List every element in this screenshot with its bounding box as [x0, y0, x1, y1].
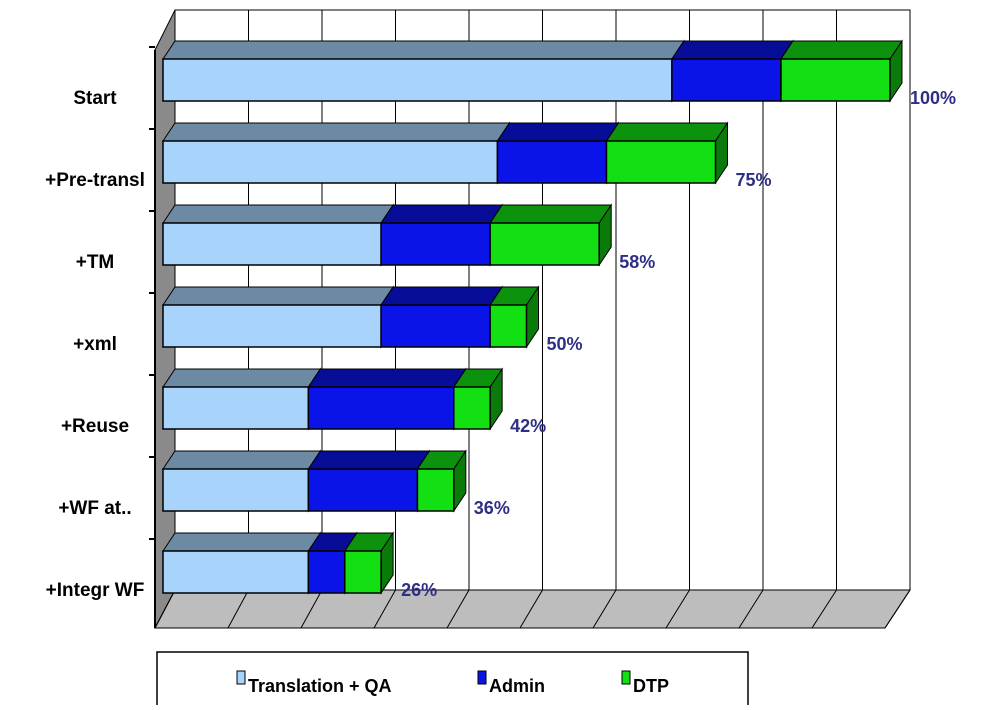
floor-line — [373, 589, 396, 629]
bar-front — [162, 222, 382, 266]
bar-top — [496, 122, 620, 142]
bar-front — [307, 550, 346, 594]
bar-segment — [380, 285, 504, 349]
bar-top — [162, 122, 511, 142]
bar-front — [162, 550, 310, 594]
bar-top — [162, 450, 322, 470]
bar-segment — [380, 203, 504, 267]
total-label: 58% — [619, 252, 655, 272]
bar-segment — [162, 285, 395, 349]
bar-front — [380, 222, 491, 266]
floor-line — [884, 589, 911, 629]
bar-segment — [162, 531, 322, 595]
floor-line — [446, 589, 470, 629]
bar-top — [489, 204, 613, 224]
bar-front — [489, 304, 528, 348]
bar-top — [307, 368, 467, 388]
bar-segment — [307, 449, 431, 513]
floor-line — [592, 589, 617, 629]
bar-segment — [452, 367, 504, 431]
bar-front — [162, 58, 673, 102]
bar-front — [162, 468, 310, 512]
total-label: 100% — [910, 88, 956, 108]
bar-top — [380, 286, 504, 306]
category-label: +TM — [76, 252, 115, 273]
bar-segment — [162, 121, 511, 185]
bar-segment — [780, 39, 903, 103]
legend-label: Translation + QA — [248, 676, 392, 696]
floor-line — [154, 589, 176, 629]
bar-segment — [605, 121, 729, 185]
bar-top — [307, 450, 431, 470]
bar-segment — [496, 121, 620, 185]
bar-top — [380, 204, 504, 224]
floor-line — [738, 589, 764, 629]
legend-label: DTP — [633, 676, 669, 696]
bar-segment — [489, 203, 613, 267]
bar-front — [496, 140, 608, 184]
floor-line — [519, 589, 543, 629]
bar-front — [671, 58, 782, 102]
legend-swatch — [236, 670, 246, 685]
bar-top — [162, 532, 322, 552]
bar-front — [344, 550, 382, 594]
bar-top — [162, 40, 685, 60]
bar-segment — [489, 285, 540, 349]
floor-line — [300, 589, 323, 629]
bar-segment — [162, 449, 322, 513]
bar-front — [307, 468, 419, 512]
floor-line — [227, 589, 249, 629]
bar-segment — [670, 39, 794, 103]
bar-segment — [416, 449, 467, 513]
total-label: 26% — [401, 580, 437, 600]
bar-segment — [307, 367, 467, 431]
bar-top — [162, 368, 322, 388]
bar-front — [307, 386, 455, 430]
bar-front — [162, 304, 382, 348]
bar-segment — [162, 39, 685, 103]
bar-top — [780, 40, 903, 60]
bar-front — [162, 386, 310, 430]
category-label: +Integr WF — [46, 580, 145, 601]
total-label: 42% — [510, 416, 546, 436]
total-label: 36% — [474, 498, 510, 518]
floor — [154, 589, 911, 629]
legend-swatch — [477, 670, 487, 685]
bar-segment — [162, 367, 322, 431]
bar-front — [489, 222, 600, 266]
bar-front — [453, 386, 491, 430]
bar-top — [670, 40, 794, 60]
legend-swatch — [621, 670, 631, 685]
bar-top — [162, 286, 395, 306]
bar-front — [162, 140, 499, 184]
category-label: +Reuse — [61, 416, 129, 437]
legend-box — [156, 651, 749, 710]
floor-line — [811, 589, 837, 629]
bar-front — [605, 140, 717, 184]
bar-segment — [343, 531, 395, 595]
bar-segment — [162, 203, 395, 267]
bar-top — [162, 204, 395, 224]
bar-front — [416, 468, 455, 512]
category-label: +WF at.. — [58, 498, 131, 519]
bar-front — [380, 304, 491, 348]
bar-top — [605, 122, 729, 142]
category-label: +xml — [73, 334, 117, 355]
floor-line — [665, 589, 690, 629]
category-label: Start — [73, 88, 117, 109]
total-label: 75% — [736, 170, 772, 190]
category-label: +Pre-transl — [45, 170, 145, 191]
bar-front — [780, 58, 891, 102]
total-label: 50% — [547, 334, 583, 354]
legend-label: Admin — [489, 676, 545, 696]
